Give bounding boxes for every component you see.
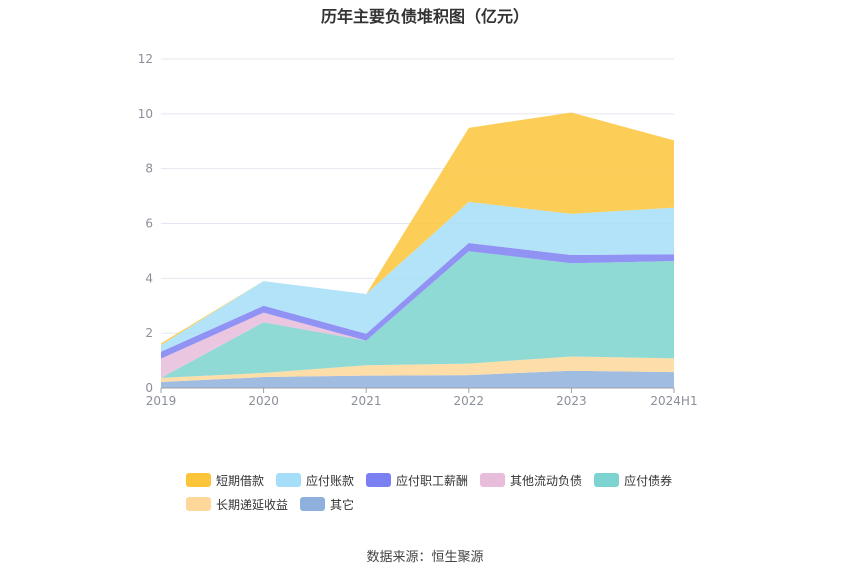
x-tick-label: 2022 [454, 394, 485, 408]
x-tick-label: 2021 [351, 394, 382, 408]
legend-swatch [186, 497, 211, 511]
legend-label: 其他流动负债 [510, 473, 583, 488]
x-tick-label: 2024H1 [650, 394, 697, 408]
y-tick-label: 6 [145, 217, 153, 231]
y-tick-label: 4 [145, 271, 153, 285]
y-tick-label: 0 [145, 381, 153, 395]
axes: 0 2 4 6 8 10 12 2019 2020 2021 2022 2023 2024H1 [138, 52, 698, 408]
area-series-短期借款 [161, 112, 674, 345]
y-tick-label: 10 [138, 107, 153, 121]
area-series-应付账款 [161, 201, 674, 352]
x-tick-label: 2020 [248, 394, 279, 408]
y-tick-label: 12 [138, 52, 153, 66]
legend-item[interactable]: 长期递延收益 [186, 496, 288, 512]
legend-item[interactable]: 应付账款 [276, 472, 354, 488]
area-series-应付债券 [161, 251, 674, 378]
legend-label: 应付债券 [624, 473, 673, 488]
legend-swatch [186, 473, 211, 487]
stacked-area-chart: 0 2 4 6 8 10 12 2019 2020 2021 2022 2023 2024H1 [138, 52, 698, 408]
legend-swatch [366, 473, 392, 487]
x-tick-label: 2023 [556, 394, 587, 408]
legend-item[interactable]: 应付职工薪酬 [366, 472, 468, 488]
legend-label: 应付账款 [306, 473, 355, 488]
legend-label: 长期递延收益 [216, 497, 289, 512]
area-series-长期递延收益 [161, 356, 674, 382]
x-tick-label: 2019 [146, 394, 177, 408]
area-series-其它 [161, 370, 674, 388]
legend-swatch [300, 497, 326, 511]
legend-swatch [276, 473, 302, 487]
y-tick-label: 2 [145, 326, 153, 340]
legend-item[interactable]: 短期借款 [186, 472, 264, 488]
legend-item[interactable]: 其他流动负债 [480, 472, 582, 488]
legend-item[interactable]: 其它 [300, 496, 354, 512]
legend-label: 短期借款 [216, 473, 265, 488]
y-tick-label: 8 [145, 162, 153, 176]
legend: 短期借款 应付账款 应付职工薪酬 其他流动负债 应付债券长期递延收益 其它 [186, 472, 706, 520]
legend-label: 其它 [330, 497, 355, 512]
legend-label: 应付职工薪酬 [396, 473, 469, 488]
legend-swatch [594, 473, 620, 487]
legend-item[interactable]: 应付债券 [594, 472, 672, 488]
chart-title: 历年主要负债堆积图（亿元） [320, 7, 529, 26]
source-note: 数据来源：恒生聚源 [366, 550, 484, 565]
legend-swatch [480, 473, 506, 487]
area-series [161, 112, 674, 388]
area-series-其他流动负债 [161, 251, 674, 378]
